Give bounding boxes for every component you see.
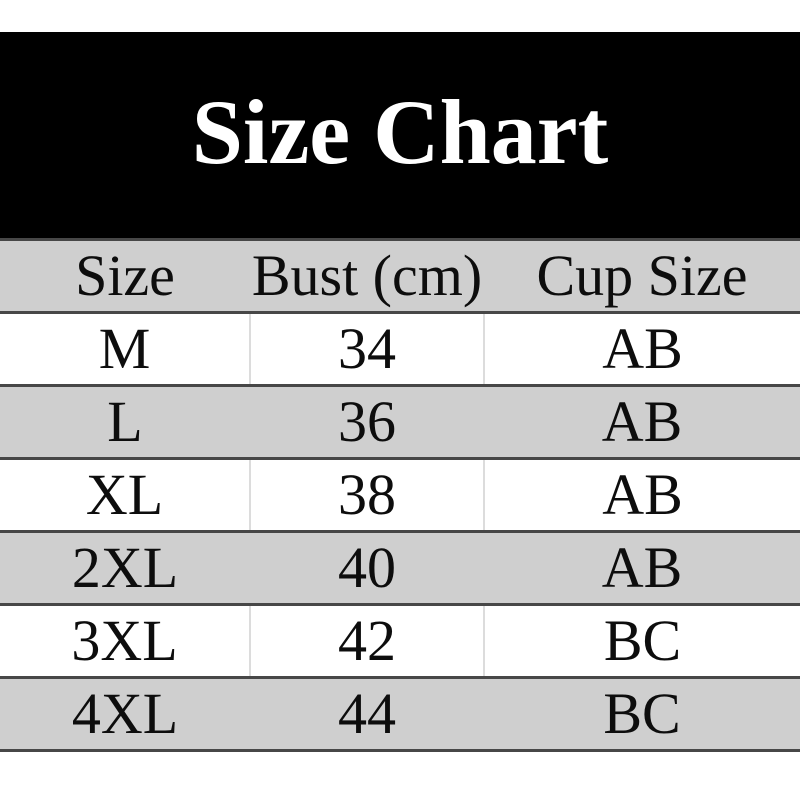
table-row: M 34 AB xyxy=(0,312,800,387)
bust-cell: 36 xyxy=(250,385,484,460)
cup-cell: AB xyxy=(483,312,800,387)
size-cell: 2XL xyxy=(0,531,250,606)
bust-cell: 34 xyxy=(249,312,484,387)
column-header-cup-size: Cup Size xyxy=(484,239,800,314)
cup-cell: BC xyxy=(484,677,800,752)
table-row: XL 38 AB xyxy=(0,458,800,533)
cup-cell: AB xyxy=(484,531,800,606)
bust-cell: 40 xyxy=(250,531,484,606)
table-row: L 36 AB xyxy=(0,385,800,460)
table-row: 2XL 40 AB xyxy=(0,531,800,606)
table-header-row: Size Bust (cm) Cup Size xyxy=(0,239,800,314)
cup-cell: AB xyxy=(484,385,800,460)
cup-cell: AB xyxy=(483,458,800,533)
bust-cell: 44 xyxy=(250,677,484,752)
column-header-bust: Bust (cm) xyxy=(250,239,484,314)
cup-cell: BC xyxy=(483,604,800,679)
size-cell: L xyxy=(0,385,250,460)
table-row: 3XL 42 BC xyxy=(0,604,800,679)
column-header-size: Size xyxy=(0,239,250,314)
size-cell: 4XL xyxy=(0,677,250,752)
size-chart-table: Size Bust (cm) Cup Size M 34 AB L 36 AB … xyxy=(0,238,800,752)
bust-cell: 42 xyxy=(249,604,484,679)
bust-cell: 38 xyxy=(249,458,484,533)
title-banner: Size Chart xyxy=(0,32,800,238)
size-cell: M xyxy=(0,312,250,387)
size-cell: XL xyxy=(0,458,250,533)
size-cell: 3XL xyxy=(0,604,250,679)
table-row: 4XL 44 BC xyxy=(0,677,800,752)
page-title: Size Chart xyxy=(191,81,609,183)
